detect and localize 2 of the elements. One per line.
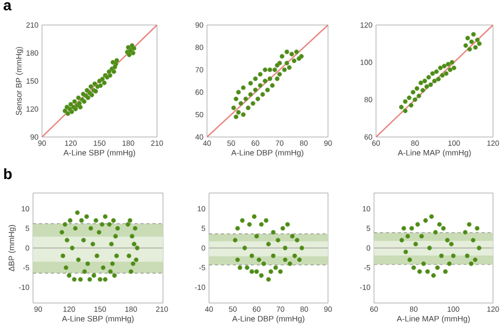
text: a <box>4 2 12 10</box>
text: b <box>4 168 12 180</box>
